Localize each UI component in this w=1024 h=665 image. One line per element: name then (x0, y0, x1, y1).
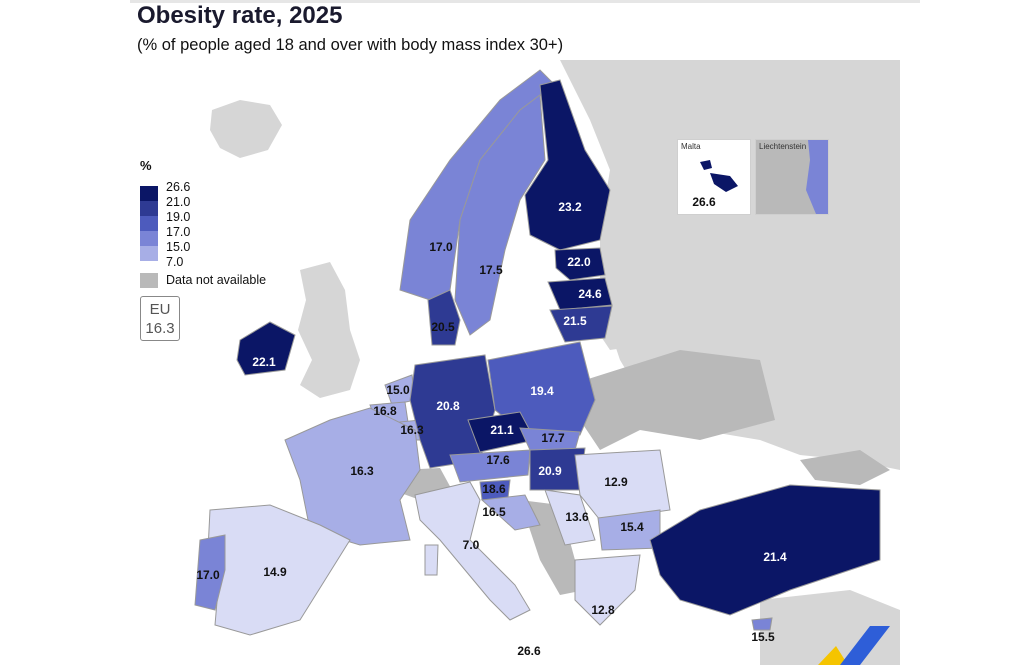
value-hungary: 20.9 (538, 464, 562, 478)
legend-swatch-5 (140, 246, 158, 261)
value-norway: 17.0 (429, 240, 453, 254)
value-romania: 12.9 (604, 475, 628, 489)
value-belgium: 16.8 (373, 404, 397, 418)
region-poland (487, 341, 596, 436)
region-georgia (800, 450, 890, 485)
region-cyprus (751, 617, 773, 631)
liechtenstein-inset-shape (806, 140, 828, 214)
value-netherlands: 15.0 (386, 383, 410, 397)
region-turkey (649, 484, 881, 616)
region-lithuania (549, 305, 613, 343)
region-serbia (544, 489, 596, 546)
legend-swatch-4 (140, 231, 158, 246)
value-estonia: 22.0 (567, 255, 591, 269)
value-austria: 17.6 (486, 453, 510, 467)
value-denmark: 20.5 (431, 320, 455, 334)
value-portugal: 17.0 (196, 568, 220, 582)
region-france (284, 407, 421, 546)
top-rule (130, 0, 920, 3)
value-germany: 20.8 (436, 399, 460, 413)
legend-break-2: 21.0 (166, 195, 191, 209)
legend-swatch-1 (140, 186, 158, 201)
liechtenstein-inset-title: Liechtenstein (759, 142, 807, 151)
region-austria (449, 449, 531, 483)
legend-break-3: 19.0 (166, 210, 191, 224)
malta-inset-title: Malta (681, 142, 701, 151)
legend-na-swatch (140, 273, 158, 288)
value-france: 16.3 (350, 464, 374, 478)
value-latvia: 24.6 (578, 287, 602, 301)
value-serbia: 13.6 (565, 510, 589, 524)
value-spain: 14.9 (263, 565, 287, 579)
value-cyprus: 15.5 (751, 630, 775, 644)
eu-average-box: EU 16.3 (140, 296, 180, 341)
value-italy: 7.0 (462, 538, 480, 552)
brand-logo-icon (818, 626, 890, 665)
legend-na-label: Data not available (166, 273, 267, 287)
value-slovenia: 18.6 (482, 482, 506, 496)
value-turkey: 21.4 (763, 550, 787, 564)
legend-swatch-3 (140, 216, 158, 231)
liechtenstein-inset: Liechtenstein (755, 139, 829, 215)
value-greece: 12.8 (591, 603, 615, 617)
value-luxembourg: 16.3 (400, 423, 424, 437)
value-finland: 23.2 (558, 200, 582, 214)
malta-inset: Malta 26.6 (677, 139, 751, 215)
region-finland (524, 79, 611, 251)
value-lithuania: 21.5 (563, 314, 587, 328)
legend-swatch-2 (140, 201, 158, 216)
eu-value: 16.3 (145, 320, 175, 337)
region-portugal (194, 534, 226, 611)
value-poland: 19.4 (530, 384, 554, 398)
region-iceland (210, 100, 282, 158)
value-bulgaria: 15.4 (620, 520, 644, 534)
value-malta: 26.6 (517, 644, 541, 658)
legend-break-6: 7.0 (166, 255, 184, 269)
region-denmark (427, 289, 461, 346)
region-estonia (554, 247, 606, 281)
region-ireland (236, 321, 296, 376)
region-italy (414, 481, 531, 621)
region-croatia (480, 494, 541, 531)
value-sweden: 17.5 (479, 263, 503, 277)
eu-label: EU (149, 301, 171, 318)
legend-unit: % (140, 158, 152, 173)
value-czechia: 21.1 (490, 423, 514, 437)
region-uk (298, 262, 360, 398)
malta-inset-shape (700, 160, 738, 192)
legend-break-4: 17.0 (166, 225, 191, 239)
value-slovakia: 17.7 (541, 431, 565, 445)
region-belarus (590, 275, 680, 350)
region-sardinia (424, 544, 439, 576)
legend-break-5: 15.0 (166, 240, 191, 254)
map-title: Obesity rate, 2025 (137, 2, 343, 29)
value-ireland: 22.1 (252, 355, 276, 369)
map-subtitle: (% of people aged 18 and over with body … (137, 36, 564, 54)
value-croatia: 16.5 (482, 505, 506, 519)
region-sweden (454, 94, 546, 336)
region-ukraine (580, 350, 775, 450)
legend-break-1: 26.6 (166, 180, 191, 194)
region-greece (574, 554, 641, 626)
malta-inset-value: 26.6 (692, 195, 716, 209)
region-latvia (547, 277, 613, 311)
